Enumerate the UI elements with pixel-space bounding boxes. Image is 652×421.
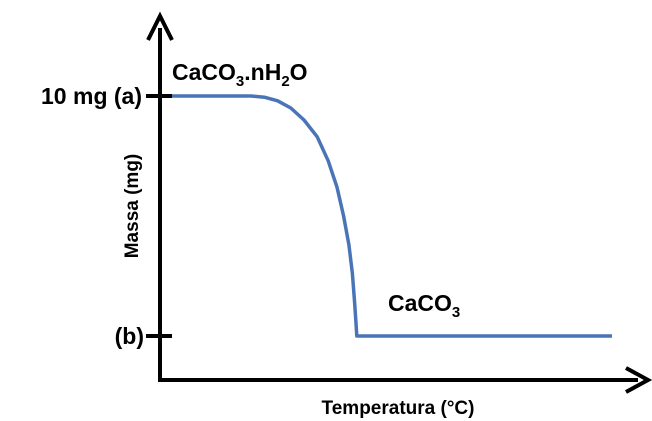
annotation-anhydrous-base: CaCO [388, 290, 452, 316]
annotation-hydrated-base: CaCO [172, 59, 236, 85]
annotation-hydrated-sub1: 3 [236, 73, 244, 90]
y-tick-label-b: (b) [115, 323, 144, 349]
x-axis-label: Temperatura (°C) [322, 398, 475, 419]
y-axis-label: Massa (mg) [122, 154, 143, 259]
annotation-hydrated-sub2: 2 [281, 73, 289, 90]
y-tick-label-a: 10 mg (a) [41, 83, 142, 109]
annotation-hydrated-mid: .nH [244, 59, 281, 85]
annotation-hydrated-tail: O [290, 59, 308, 85]
annotation-anhydrous: CaCO3 [388, 290, 460, 321]
annotation-hydrated: CaCO3.nH2O [172, 59, 308, 90]
annotation-anhydrous-sub1: 3 [452, 304, 460, 321]
